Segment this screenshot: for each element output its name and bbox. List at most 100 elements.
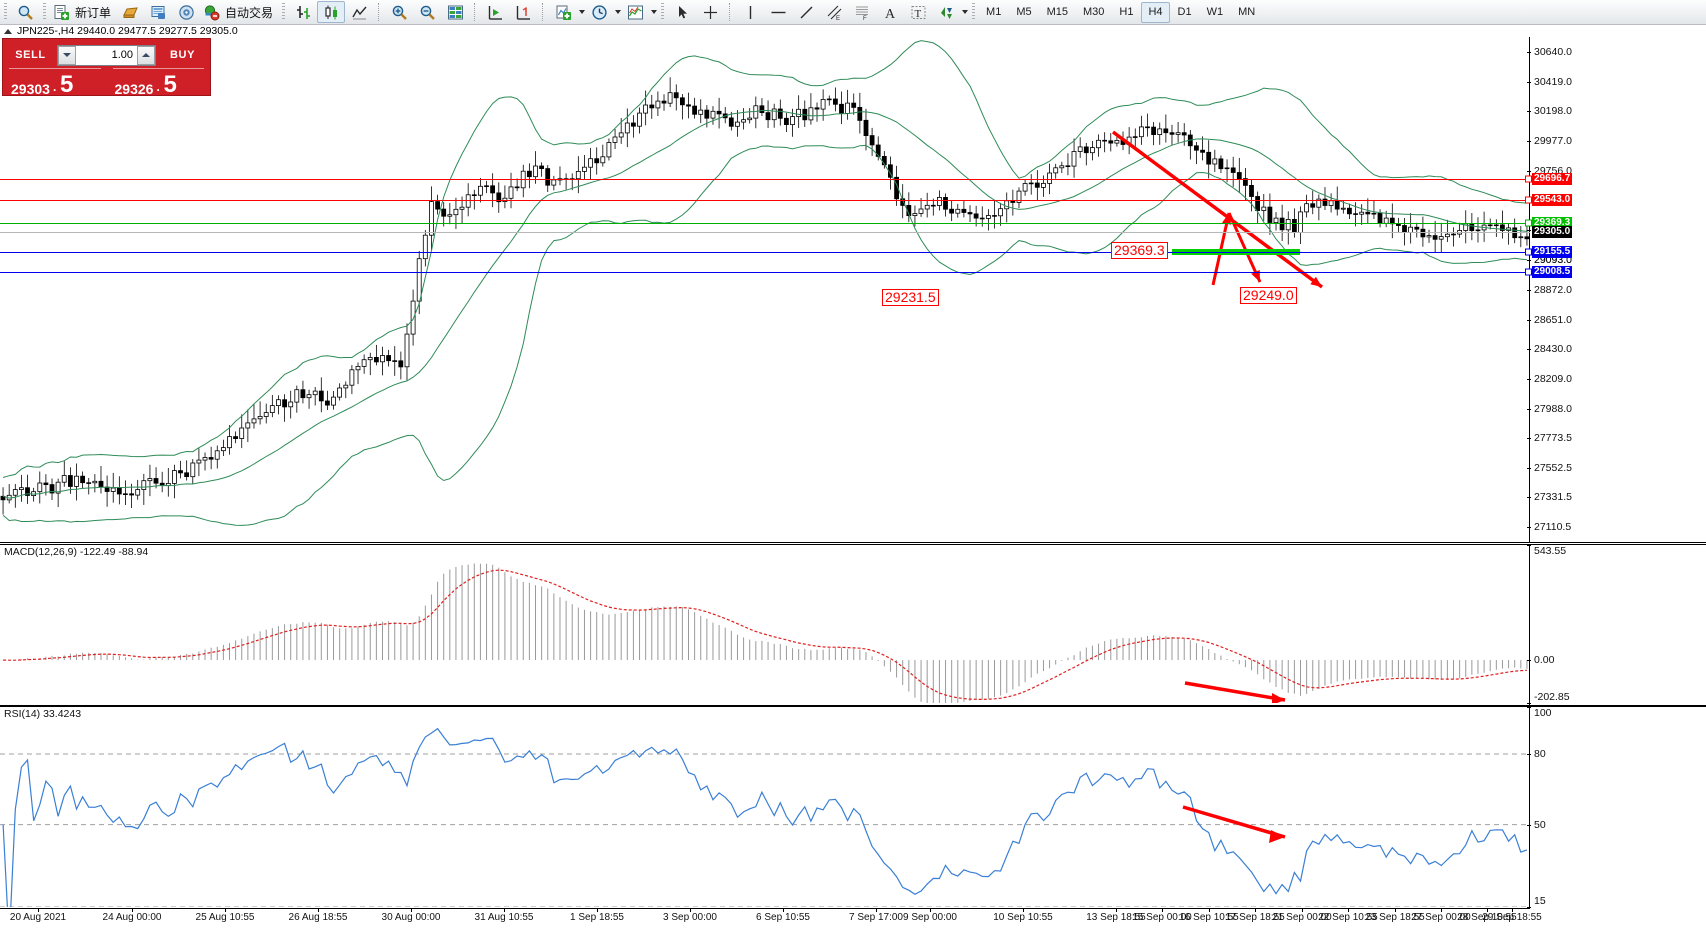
zoom-out-icon[interactable] — [413, 1, 441, 23]
timeframe-m30[interactable]: M30 — [1083, 5, 1105, 18]
indicators-dropdown-caret[interactable] — [579, 10, 586, 14]
chart-window[interactable]: 30640.030419.030198.029977.029756.029535… — [0, 25, 1706, 944]
main-toolbar: 新订单 自动交易 — [0, 0, 1706, 25]
text-icon[interactable]: A — [876, 1, 904, 23]
magnifier-search-icon[interactable] — [11, 1, 39, 23]
toolbar-grip-3[interactable] — [282, 3, 286, 21]
resistance-line-1[interactable] — [0, 178, 1530, 180]
support-line-blue-2[interactable] — [0, 271, 1530, 273]
toolbar-separator-4 — [729, 3, 731, 21]
rsi-pane[interactable]: RSI(14) 33.4243 100 80 50 15 20 Aug 2021 24 … — [0, 706, 1706, 927]
line-chart-icon[interactable] — [345, 1, 373, 23]
new-order-button[interactable]: 新订单 — [50, 1, 116, 23]
indicators-icon[interactable] — [549, 1, 577, 23]
rsi-axis[interactable]: 100 80 50 15 — [1527, 707, 1706, 908]
rsi-tick: 15 — [1534, 895, 1546, 907]
buy-button[interactable]: BUY — [169, 49, 196, 61]
macd-axis[interactable]: 543.55 0.00 -202.85 — [1527, 545, 1706, 705]
toolbar-grip[interactable] — [4, 3, 7, 21]
arrows-dropdown-caret[interactable] — [962, 10, 969, 14]
auto-trading-glyph — [203, 4, 220, 21]
buy-price[interactable]: 29326 . 5 — [107, 68, 211, 98]
zoom-in-icon[interactable] — [385, 1, 413, 23]
support-line-green[interactable] — [0, 222, 1530, 224]
price-pane[interactable]: 30640.030419.030198.029977.029756.029535… — [0, 37, 1706, 543]
price-tick-mark — [1527, 81, 1531, 83]
toolbar-grip-2[interactable] — [43, 3, 46, 21]
resistance-line-2[interactable] — [0, 199, 1530, 201]
crosshair-icon[interactable] — [696, 1, 724, 23]
sell-button[interactable]: SELL — [15, 49, 46, 61]
auto-scroll-icon[interactable] — [481, 1, 509, 23]
bar-chart-icon[interactable] — [289, 1, 317, 23]
volume-stepper[interactable]: 1.00 — [57, 44, 156, 66]
support-line-green-handle[interactable] — [1525, 219, 1532, 227]
price-tick: 28872.0 — [1534, 283, 1572, 296]
resistance-line-1-handle[interactable] — [1525, 175, 1532, 183]
svg-text:E: E — [836, 16, 840, 21]
one-click-trading-panel[interactable]: SELL 1.00 BUY 29303 . 5 29326 . 5 — [2, 38, 211, 98]
support-line-blue-1-handle[interactable] — [1525, 248, 1532, 256]
svg-text:F: F — [863, 16, 867, 21]
candlestick-chart-icon[interactable] — [317, 1, 346, 23]
support-line-blue-1[interactable] — [0, 251, 1530, 253]
horizontal-line-icon[interactable] — [764, 1, 792, 23]
chart-gold-icon[interactable] — [116, 1, 144, 23]
volume-increase-button[interactable] — [137, 45, 155, 65]
terminal-icon[interactable] — [144, 1, 172, 23]
terminal-glyph — [150, 4, 167, 21]
downtrend-arrow-main[interactable] — [1111, 130, 1324, 289]
sell-price[interactable]: 29303 . 5 — [3, 68, 107, 98]
timeframe-h1[interactable]: H1 — [1119, 5, 1134, 18]
timeframe-d1[interactable]: D1 — [1177, 5, 1192, 18]
support-line-blue-2-handle[interactable] — [1525, 268, 1532, 276]
trendline-icon[interactable] — [792, 1, 820, 23]
chart-shift-icon[interactable] — [509, 1, 537, 23]
current-price-line[interactable] — [0, 231, 1530, 233]
auto-trading-button[interactable]: 自动交易 — [200, 1, 278, 23]
timeframe-h4[interactable]: H4 — [1141, 1, 1170, 23]
equidistant-channel-icon[interactable]: E — [820, 1, 848, 23]
price-axis[interactable]: 30640.030419.030198.029977.029756.029535… — [1527, 37, 1706, 542]
arrows-glyph — [938, 4, 955, 21]
volume-decrease-button[interactable] — [58, 45, 76, 65]
timeframe-mn[interactable]: MN — [1238, 5, 1256, 18]
time-tick-label: 29 Sep 18:55 — [1482, 912, 1542, 923]
time-tick-label: 22 Sep 10:55 — [1318, 912, 1378, 923]
timeframe-m5[interactable]: M5 — [1016, 5, 1032, 18]
timeframe-m15[interactable]: M15 — [1046, 5, 1068, 18]
macd-pane[interactable]: MACD(12,26,9) -122.49 -88.94 543.55 0.00 -… — [0, 544, 1706, 706]
macd-divergence-arrow[interactable] — [1184, 681, 1286, 703]
time-axis[interactable]: 20 Aug 2021 24 Aug 00:00 25 Aug 10:55 26 Au… — [0, 908, 1542, 927]
templates-icon[interactable] — [621, 1, 649, 23]
toolbar-grip-5[interactable] — [972, 3, 976, 21]
support-line-blue-2-tag: 29008.5 — [1532, 265, 1573, 278]
text-label-icon[interactable]: T — [904, 1, 932, 23]
chart-shift-glyph — [515, 4, 532, 21]
vertical-line-icon[interactable] — [736, 1, 764, 23]
period-dropdown-caret[interactable] — [615, 10, 622, 14]
new-order-icon — [53, 4, 70, 21]
templates-dropdown-caret[interactable] — [651, 10, 658, 14]
timeframe-m1[interactable]: M1 — [986, 5, 1002, 18]
navigator-icon[interactable] — [172, 1, 200, 23]
fibonacci-retracement-icon[interactable]: F — [848, 1, 876, 23]
time-tick-label: 16 Sep 10:55 — [1179, 912, 1239, 923]
rsi-divergence-arrow[interactable] — [1182, 805, 1286, 843]
collapse-triangle-icon[interactable] — [4, 28, 12, 34]
chevron-up-icon — [142, 53, 150, 57]
arrows-icon[interactable] — [932, 1, 960, 23]
auto-trading-label: 自动交易 — [225, 5, 274, 20]
resistance-line-2-handle[interactable] — [1525, 196, 1532, 204]
data-window-icon[interactable] — [441, 1, 469, 23]
volume-input[interactable]: 1.00 — [76, 49, 137, 61]
clock-glyph — [591, 4, 608, 21]
timeframe-w1[interactable]: W1 — [1206, 5, 1224, 18]
cursor-arrow-icon[interactable] — [668, 1, 696, 23]
time-tick-label: 13 Sep 18:55 — [1086, 912, 1146, 923]
toolbar-grip-4[interactable] — [661, 3, 665, 21]
downtrend-arrow-leg2[interactable] — [1227, 212, 1262, 283]
period-clock-icon[interactable] — [585, 1, 613, 23]
sell-price-dot: . — [53, 80, 57, 94]
macd-series-canvas — [3, 563, 1528, 703]
